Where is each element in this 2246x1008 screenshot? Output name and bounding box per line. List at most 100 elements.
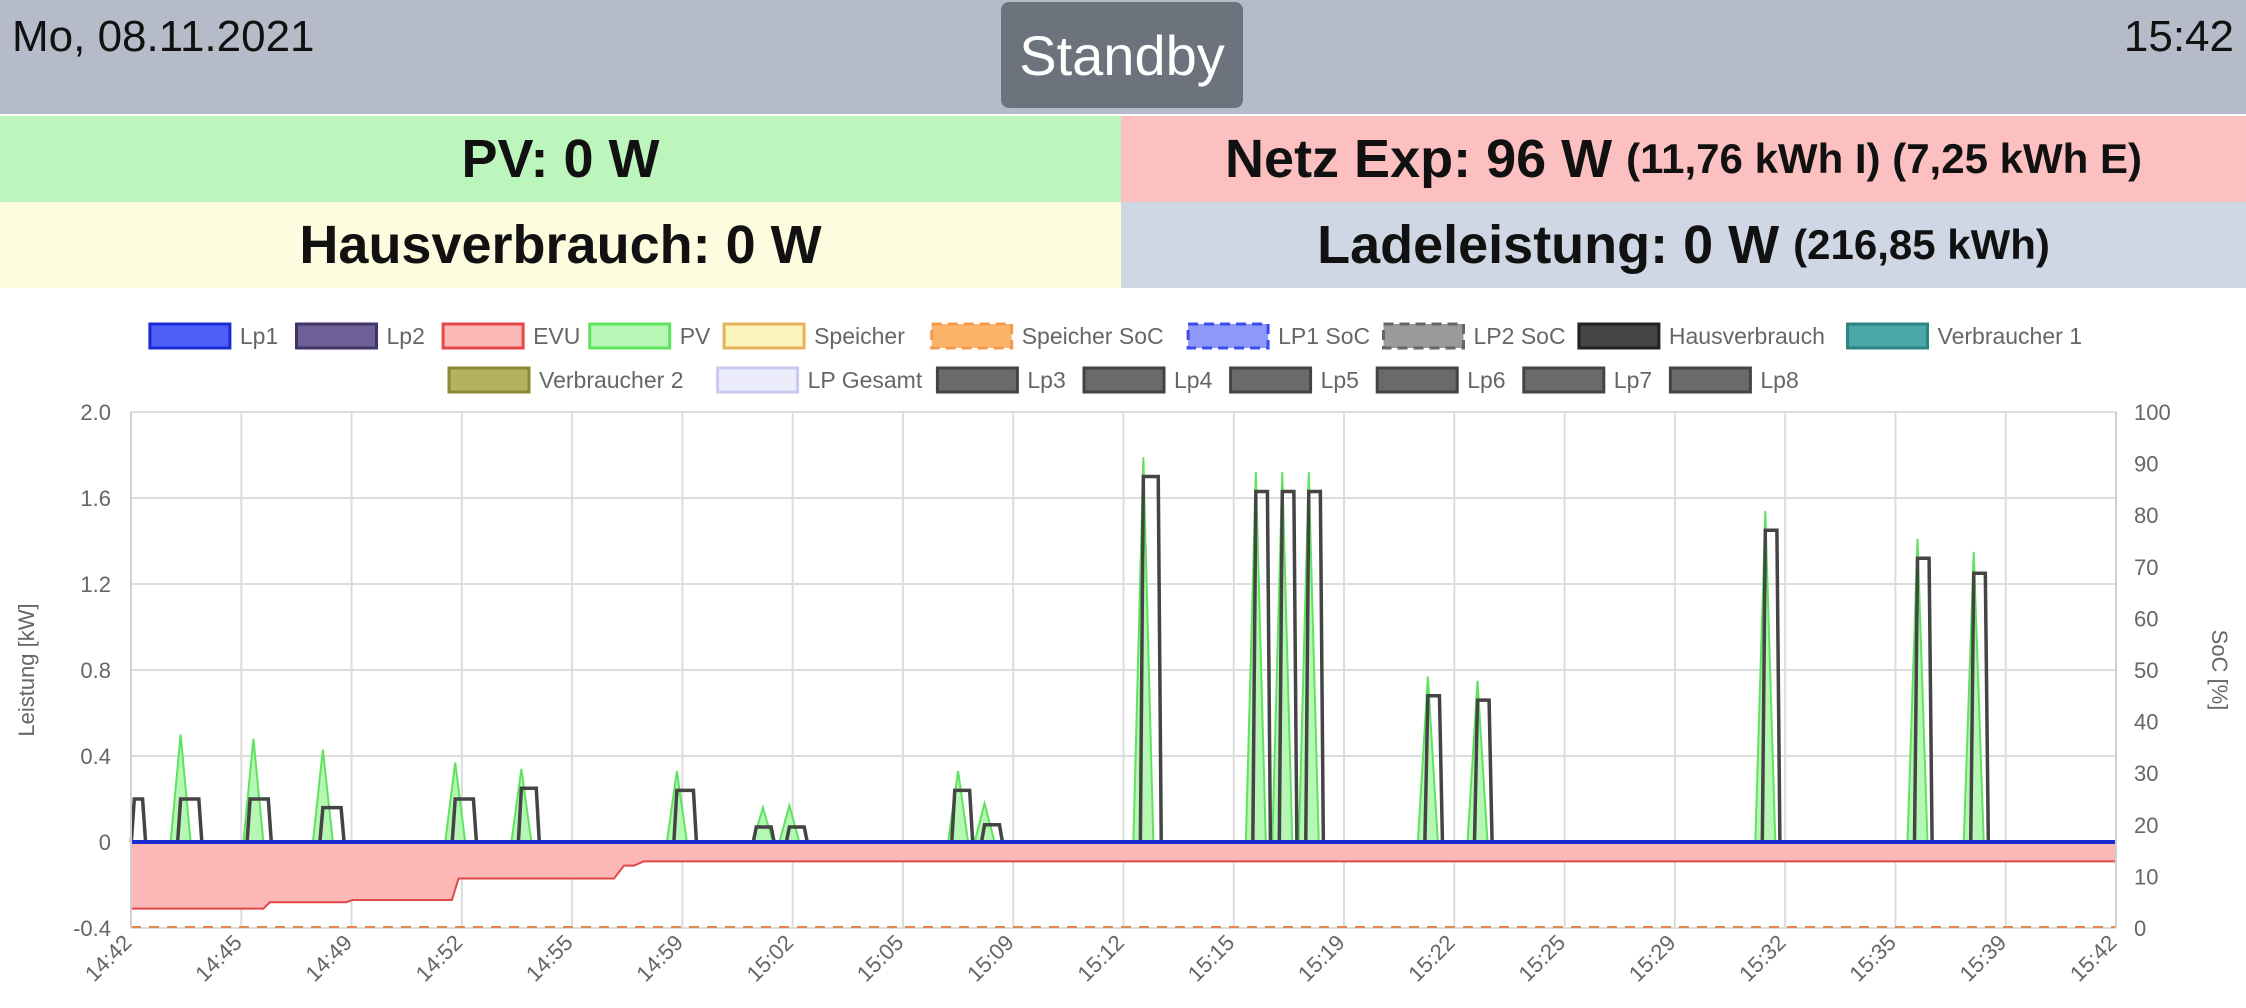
house-consumption-pulse <box>1304 489 1326 843</box>
pv-tile[interactable]: PV: 0 W <box>0 116 1121 202</box>
legend-swatch <box>935 366 1019 394</box>
legend-swatch <box>1522 366 1606 394</box>
x-tick-label: 14:52 <box>411 930 468 987</box>
y2-tick-label: 80 <box>2134 503 2158 528</box>
pv-spike <box>778 801 801 843</box>
pv-value: PV: 0 W <box>461 129 660 189</box>
house-consumption-pulse <box>1968 571 1991 843</box>
legend-label: LP1 SoC <box>1278 323 1370 349</box>
house-consumption-pulse <box>516 786 542 843</box>
legend-swatch <box>1846 322 1929 350</box>
chart-plot-area <box>129 457 2116 928</box>
x-tick-label: 15:32 <box>1734 930 1791 987</box>
y2-tick-label: 70 <box>2134 555 2158 580</box>
legend-swatch <box>1382 322 1465 350</box>
house-consumption-pulse <box>784 825 809 843</box>
house-consumption-pulse <box>751 825 776 843</box>
x-tick-label: 15:15 <box>1183 930 1240 987</box>
chart-legend: Lp1 Lp2 EVU PV Speicher Speicher SoC LP1 SoC LP… <box>148 322 2082 394</box>
grid-value: Netz Exp: 96 W <box>1225 129 1613 189</box>
legend-swatch <box>295 322 378 350</box>
house-consumption-pulse <box>672 788 699 843</box>
y2-tick-label: 20 <box>2134 813 2158 838</box>
legend-label: Speicher SoC <box>1022 323 1164 349</box>
legend-swatch <box>1186 322 1270 350</box>
legend-label: Lp6 <box>1467 367 1505 393</box>
house-consumption-pulse <box>1472 698 1494 843</box>
x-tick-label: 15:35 <box>1844 930 1901 987</box>
x-tick-label: 15:02 <box>742 930 799 987</box>
y-tick-label: 1.2 <box>80 572 111 597</box>
legend-label: EVU <box>533 323 580 349</box>
house-consumption-pulse <box>1277 489 1299 843</box>
x-tick-label: 14:55 <box>521 930 578 987</box>
y-axis-title: Leistung [kW] <box>14 603 39 736</box>
x-tick-label: 15:29 <box>1624 930 1681 987</box>
y2-tick-label: 30 <box>2134 761 2158 786</box>
grid-tile[interactable]: Netz Exp: 96 W (11,76 kWh I) (7,25 kWh E… <box>1121 116 2246 202</box>
pv-spike <box>973 799 996 843</box>
house-consumption-pulse <box>1138 474 1163 843</box>
y2-axis-title: SoC [%] <box>2207 630 2232 711</box>
x-tick-label: 14:59 <box>631 930 688 987</box>
evu-area <box>131 842 2116 909</box>
charging-power-tile[interactable]: Ladeleistung: 0 W (216,85 kWh) <box>1121 202 2246 288</box>
y2-tick-label: 50 <box>2134 658 2158 683</box>
legend-swatch <box>441 322 525 350</box>
legend-item-pv: PV <box>588 322 711 350</box>
pv-spike <box>242 738 265 843</box>
legend-label: Lp4 <box>1174 367 1213 393</box>
legend-item-lp8: Lp8 <box>1668 366 1799 394</box>
x-tick-label: 15:22 <box>1403 930 1460 987</box>
house-consumption-tile[interactable]: Hausverbrauch: 0 W <box>0 202 1121 288</box>
legend-label: LP Gesamt <box>808 367 923 393</box>
legend-swatch <box>148 322 232 350</box>
legend-label: Lp2 <box>387 323 425 349</box>
house-consumption-pulse <box>1912 556 1934 843</box>
legend-label: Verbraucher 2 <box>539 367 683 393</box>
pv-spike <box>169 734 192 843</box>
legend-swatch <box>930 322 1014 350</box>
y2-tick-label: 100 <box>2134 400 2171 425</box>
x-tick-label: 15:25 <box>1514 930 1571 987</box>
legend-swatch <box>447 366 531 394</box>
y2-tick-label: 40 <box>2134 710 2158 735</box>
status-header: Mo, 08.11.2021 Standby 15:42 <box>0 0 2246 114</box>
x-tick-label: 15:09 <box>962 930 1019 987</box>
pv-spike <box>311 749 334 843</box>
legend-label: Hausverbrauch <box>1669 323 1825 349</box>
legend-label: LP2 SoC <box>1474 323 1566 349</box>
legend-item-lp7: Lp7 <box>1522 366 1652 394</box>
evu-line <box>131 860 2116 910</box>
legend-swatch <box>1668 366 1752 394</box>
y-tick-label: -0.4 <box>73 916 111 941</box>
y2-tick-label: 60 <box>2134 606 2158 631</box>
y-tick-label: 0.8 <box>80 658 111 683</box>
house-consumption-pulse <box>1760 528 1782 843</box>
legend-label: Verbraucher 1 <box>1938 323 2082 349</box>
house-consumption-pulse <box>1423 694 1445 843</box>
y-tick-label: 0.4 <box>80 744 111 769</box>
charging-power-value: Ladeleistung: 0 W <box>1317 215 1780 275</box>
house-consumption-pulse <box>450 797 479 843</box>
legend-item-speicher: Speicher <box>722 322 905 350</box>
y-tick-label: 0 <box>99 830 111 855</box>
house-consumption-pulse <box>1251 489 1273 843</box>
legend-label: PV <box>680 323 711 349</box>
house-consumption-pulse <box>318 805 346 843</box>
mode-button[interactable]: Standby <box>1001 2 1243 108</box>
y2-tick-label: 90 <box>2134 452 2158 477</box>
legend-label: Lp3 <box>1027 367 1065 393</box>
y-tick-label: 2.0 <box>80 400 111 425</box>
house-consumption-pulse <box>950 788 975 843</box>
legend-item-evu: EVU <box>441 322 580 350</box>
legend-item-lp1-soc: LP1 SoC <box>1186 322 1370 350</box>
x-tick-label: 15:12 <box>1072 930 1129 987</box>
legend-item-lp2-soc: LP2 SoC <box>1382 322 1566 350</box>
house-consumption-pulse <box>979 823 1005 843</box>
legend-label: Lp5 <box>1321 367 1359 393</box>
x-tick-label: 15:39 <box>1955 930 2012 987</box>
house-consumption-pulse <box>175 797 204 843</box>
legend-item-lp4: Lp4 <box>1082 366 1213 394</box>
legend-item-verbraucher-2: Verbraucher 2 <box>447 366 683 394</box>
